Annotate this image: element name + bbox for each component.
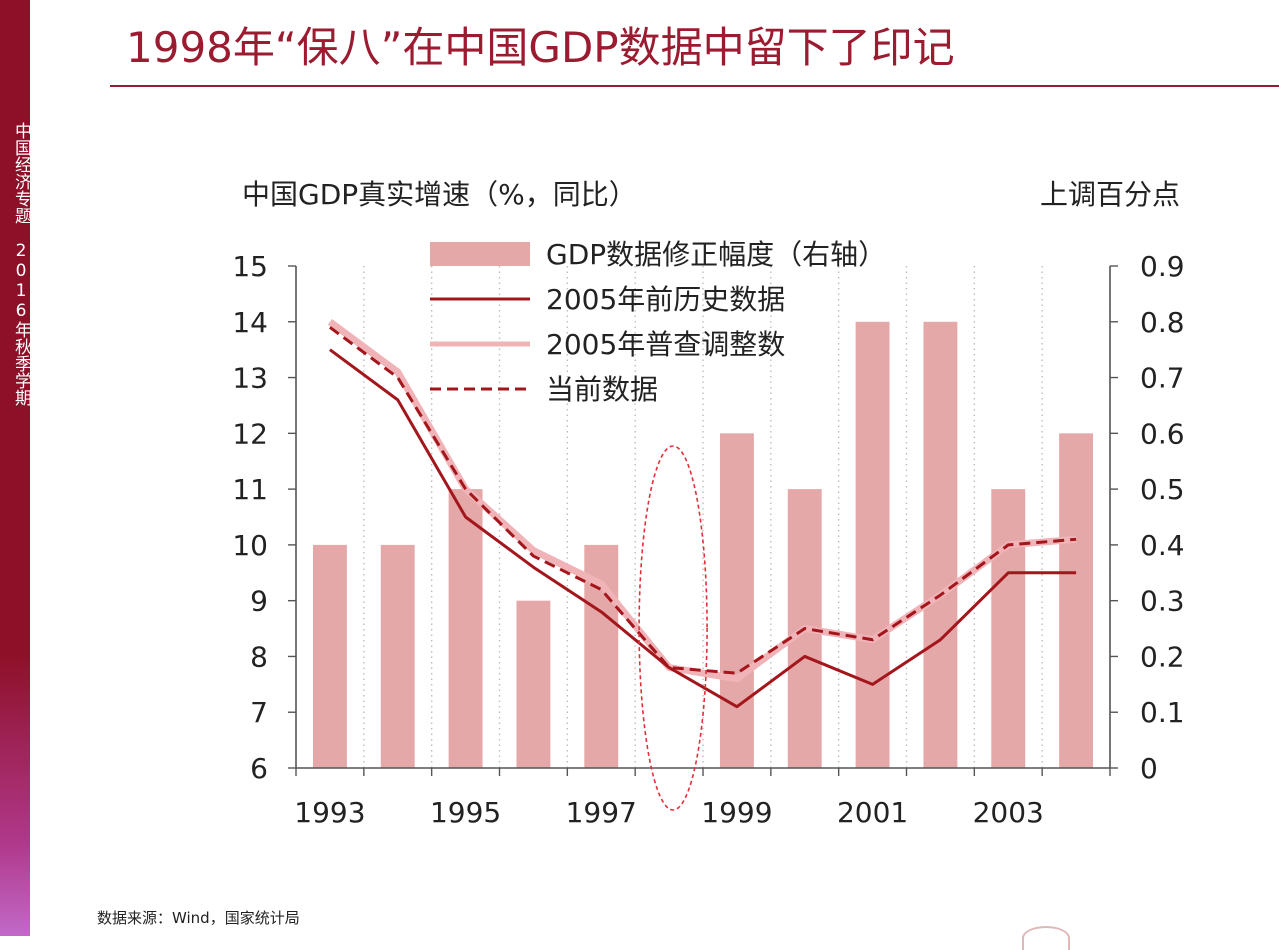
x-tick-label: 1997 bbox=[566, 796, 637, 829]
bar-1993 bbox=[312, 544, 347, 768]
left-tick-label: 14 bbox=[232, 306, 268, 339]
legend-swatch-bar bbox=[430, 242, 530, 266]
source-note: 数据来源：Wind，国家统计局 bbox=[97, 909, 300, 927]
bar-2002 bbox=[923, 321, 958, 768]
right-tick-label: 0.6 bbox=[1140, 417, 1185, 450]
left-tick-label: 8 bbox=[250, 640, 268, 673]
line-series-solid-light bbox=[327, 318, 1077, 683]
bar-1999 bbox=[719, 433, 754, 768]
right-tick-label: 0.4 bbox=[1140, 529, 1185, 562]
bar-1994 bbox=[380, 544, 415, 768]
right-tick-label: 0.2 bbox=[1140, 640, 1185, 673]
right-tick-label: 0.7 bbox=[1140, 362, 1185, 395]
page-title: 1998年“保八”在中国GDP数据中留下了印记 bbox=[126, 23, 955, 72]
x-tick-label: 2001 bbox=[837, 796, 908, 829]
left-tick-label: 9 bbox=[250, 585, 268, 618]
bar-series-revision bbox=[312, 321, 1094, 768]
x-tick-label: 1995 bbox=[430, 796, 501, 829]
left-tick-label: 7 bbox=[250, 696, 268, 729]
left-tick-label: 12 bbox=[232, 417, 268, 450]
bar-1996 bbox=[516, 600, 551, 768]
bar-2003 bbox=[991, 489, 1026, 768]
chart-grid bbox=[363, 266, 1111, 768]
bar-2004 bbox=[1059, 433, 1094, 768]
left-tick-label: 10 bbox=[232, 529, 268, 562]
right-tick-label: 0.8 bbox=[1140, 306, 1185, 339]
line-series-group bbox=[327, 318, 1077, 709]
right-axis-title: 上调百分点 bbox=[1040, 178, 1180, 211]
left-axis-title: 中国GDP真实增速（%，同比） bbox=[242, 178, 637, 211]
right-tick-label: 0 bbox=[1140, 752, 1158, 785]
sidebar: 中国经济专题 2016年秋季学期 bbox=[0, 0, 31, 936]
line-series-dashed bbox=[329, 326, 1077, 675]
bar-2001 bbox=[855, 321, 890, 768]
sidebar-course-label: 中国经济专题 2016年秋季学期 bbox=[11, 122, 31, 406]
x-tick-label: 1999 bbox=[701, 796, 772, 829]
x-tick-label: 1993 bbox=[294, 796, 365, 829]
left-tick-label: 15 bbox=[232, 250, 268, 283]
legend-label: 当前数据 bbox=[546, 373, 658, 406]
right-tick-label: 0.1 bbox=[1140, 696, 1185, 729]
university-logo-icon bbox=[1022, 926, 1070, 950]
chart-axes: 6 7 8 9 10 11 12 13 14 15 0 0.1 0.2 0.3 0.4 0.5 0.6 0.7 0.… bbox=[232, 250, 1184, 829]
legend-label: 2005年普查调整数 bbox=[546, 328, 785, 361]
right-tick-label: 0.3 bbox=[1140, 585, 1185, 618]
x-tick-label: 2003 bbox=[973, 796, 1044, 829]
highlight-1998-ellipse bbox=[638, 445, 708, 811]
right-tick-label: 0.5 bbox=[1140, 473, 1185, 506]
line-series-solid bbox=[329, 348, 1077, 709]
title-divider bbox=[110, 85, 1279, 87]
left-tick-label: 6 bbox=[250, 752, 268, 785]
left-tick-label: 13 bbox=[232, 362, 268, 395]
bar-1995 bbox=[448, 489, 483, 768]
legend-label: GDP数据修正幅度（右轴） bbox=[546, 238, 886, 271]
right-tick-label: 0.9 bbox=[1140, 250, 1185, 283]
left-tick-label: 11 bbox=[232, 473, 268, 506]
legend-label: 2005年前历史数据 bbox=[546, 283, 785, 316]
